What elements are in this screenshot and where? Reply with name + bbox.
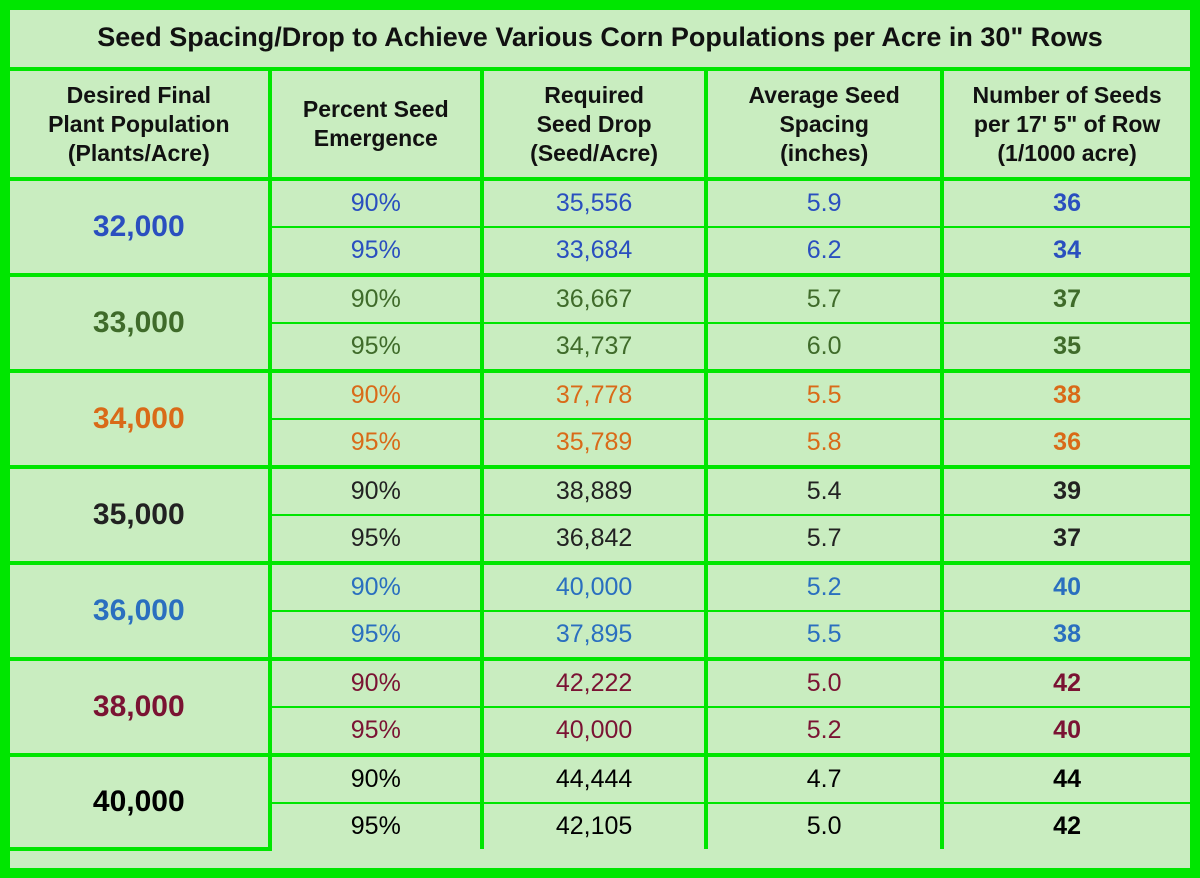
- drop-cell: 42,222: [482, 659, 706, 707]
- table-row: 36,00090%40,0005.240: [10, 563, 1190, 611]
- spacing-cell: 5.2: [706, 563, 942, 611]
- emergence-cell: 90%: [270, 659, 482, 707]
- seeds-cell: 44: [942, 755, 1190, 803]
- table-row: 33,00090%36,6675.737: [10, 275, 1190, 323]
- table-row: 32,00090%35,5565.936: [10, 179, 1190, 227]
- spacing-cell: 5.9: [706, 179, 942, 227]
- emergence-cell: 95%: [270, 227, 482, 275]
- spacing-cell: 5.5: [706, 371, 942, 419]
- seeds-cell: 36: [942, 179, 1190, 227]
- emergence-cell: 90%: [270, 371, 482, 419]
- population-cell: 34,000: [10, 371, 270, 467]
- table-title: Seed Spacing/Drop to Achieve Various Cor…: [10, 10, 1190, 71]
- emergence-cell: 90%: [270, 563, 482, 611]
- seeds-cell: 42: [942, 803, 1190, 849]
- seed-spacing-table: Desired FinalPlant Population(Plants/Acr…: [10, 71, 1190, 851]
- drop-cell: 36,667: [482, 275, 706, 323]
- drop-cell: 34,737: [482, 323, 706, 371]
- drop-cell: 33,684: [482, 227, 706, 275]
- seeds-cell: 37: [942, 515, 1190, 563]
- spacing-cell: 5.2: [706, 707, 942, 755]
- drop-cell: 42,105: [482, 803, 706, 849]
- table-row: 35,00090%38,8895.439: [10, 467, 1190, 515]
- drop-cell: 35,556: [482, 179, 706, 227]
- emergence-cell: 90%: [270, 755, 482, 803]
- emergence-cell: 95%: [270, 611, 482, 659]
- emergence-cell: 95%: [270, 419, 482, 467]
- seeds-cell: 35: [942, 323, 1190, 371]
- spacing-cell: 6.0: [706, 323, 942, 371]
- seeds-cell: 39: [942, 467, 1190, 515]
- table-row: 40,00090%44,4444.744: [10, 755, 1190, 803]
- table-container: Seed Spacing/Drop to Achieve Various Cor…: [0, 0, 1200, 878]
- emergence-cell: 95%: [270, 515, 482, 563]
- col-drop: RequiredSeed Drop(Seed/Acre): [482, 71, 706, 179]
- seeds-cell: 36: [942, 419, 1190, 467]
- table-row: 38,00090%42,2225.042: [10, 659, 1190, 707]
- drop-cell: 44,444: [482, 755, 706, 803]
- spacing-cell: 5.5: [706, 611, 942, 659]
- drop-cell: 37,895: [482, 611, 706, 659]
- seeds-cell: 40: [942, 563, 1190, 611]
- spacing-cell: 5.4: [706, 467, 942, 515]
- table-row: 34,00090%37,7785.538: [10, 371, 1190, 419]
- col-spacing: Average SeedSpacing(inches): [706, 71, 942, 179]
- col-emergence: Percent SeedEmergence: [270, 71, 482, 179]
- emergence-cell: 90%: [270, 467, 482, 515]
- drop-cell: 40,000: [482, 563, 706, 611]
- seeds-cell: 42: [942, 659, 1190, 707]
- spacing-cell: 5.0: [706, 659, 942, 707]
- seeds-cell: 34: [942, 227, 1190, 275]
- drop-cell: 36,842: [482, 515, 706, 563]
- emergence-cell: 95%: [270, 803, 482, 849]
- emergence-cell: 95%: [270, 323, 482, 371]
- seeds-cell: 38: [942, 371, 1190, 419]
- emergence-cell: 90%: [270, 275, 482, 323]
- population-cell: 40,000: [10, 755, 270, 849]
- spacing-cell: 5.7: [706, 515, 942, 563]
- drop-cell: 37,778: [482, 371, 706, 419]
- population-cell: 36,000: [10, 563, 270, 659]
- spacing-cell: 5.7: [706, 275, 942, 323]
- col-seeds: Number of Seedsper 17' 5" of Row(1/1000 …: [942, 71, 1190, 179]
- header-row: Desired FinalPlant Population(Plants/Acr…: [10, 71, 1190, 179]
- spacing-cell: 6.2: [706, 227, 942, 275]
- population-cell: 35,000: [10, 467, 270, 563]
- spacing-cell: 5.8: [706, 419, 942, 467]
- population-cell: 32,000: [10, 179, 270, 275]
- population-cell: 38,000: [10, 659, 270, 755]
- drop-cell: 38,889: [482, 467, 706, 515]
- seeds-cell: 40: [942, 707, 1190, 755]
- population-cell: 33,000: [10, 275, 270, 371]
- spacing-cell: 5.0: [706, 803, 942, 849]
- emergence-cell: 90%: [270, 179, 482, 227]
- drop-cell: 35,789: [482, 419, 706, 467]
- table-body: 32,00090%35,5565.93695%33,6846.23433,000…: [10, 179, 1190, 849]
- seeds-cell: 37: [942, 275, 1190, 323]
- seeds-cell: 38: [942, 611, 1190, 659]
- spacing-cell: 4.7: [706, 755, 942, 803]
- emergence-cell: 95%: [270, 707, 482, 755]
- drop-cell: 40,000: [482, 707, 706, 755]
- col-population: Desired FinalPlant Population(Plants/Acr…: [10, 71, 270, 179]
